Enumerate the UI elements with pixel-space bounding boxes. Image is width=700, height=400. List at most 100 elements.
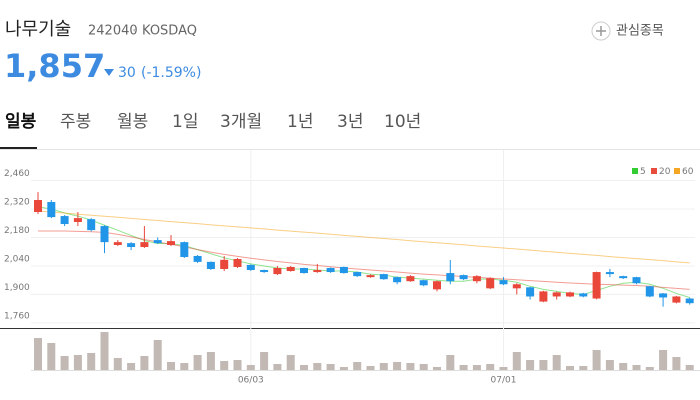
volume-bar xyxy=(526,360,535,370)
candle-body xyxy=(512,284,521,289)
stock-code: 242040 xyxy=(88,24,138,39)
volume-bar xyxy=(193,355,202,370)
candle-body xyxy=(526,287,535,297)
volume-bar xyxy=(34,338,42,370)
volume-bar xyxy=(300,365,308,370)
volume-bar xyxy=(153,340,162,370)
candle-body xyxy=(579,293,588,297)
y-tick-label: 2,180 xyxy=(4,226,30,236)
volume-bar xyxy=(486,364,495,370)
candle-body xyxy=(127,243,136,248)
tab[interactable]: 1년 xyxy=(287,112,313,132)
volume-bar xyxy=(659,350,668,370)
tabs: 일봉 주봉 월봉 1일 3개월 1년 3년 10년 xyxy=(5,112,421,132)
volume-bar xyxy=(393,362,402,370)
volume-bar xyxy=(592,350,601,370)
volume-bar xyxy=(206,352,215,370)
volume-bar xyxy=(100,332,109,370)
watch-button[interactable]: 관심종목 xyxy=(591,21,664,41)
candle-body xyxy=(605,272,614,275)
tab[interactable]: 주봉 xyxy=(60,112,91,132)
candle-body xyxy=(552,292,561,297)
tab[interactable]: 3개월 xyxy=(220,112,262,132)
volume-bar xyxy=(47,343,56,370)
watch-icon xyxy=(591,21,611,41)
candle-body xyxy=(34,200,42,213)
candle-body xyxy=(379,274,388,280)
tab[interactable]: 3년 xyxy=(337,112,363,132)
candle-body xyxy=(100,226,109,243)
candle-body xyxy=(47,202,56,218)
candle-body xyxy=(313,270,322,273)
volume-bar xyxy=(286,355,295,370)
volume-bar xyxy=(619,363,628,370)
volume-bar xyxy=(353,362,362,370)
volume-bar xyxy=(579,366,588,370)
volume-bar xyxy=(127,363,136,370)
volume-bar xyxy=(73,355,82,370)
tab[interactable]: 일봉 xyxy=(5,112,37,132)
volume-bar xyxy=(339,367,348,370)
candle-body xyxy=(273,267,282,275)
price: 1,857 xyxy=(4,47,105,85)
volume-bar xyxy=(605,360,614,370)
volume-bar xyxy=(379,363,388,370)
volume-bar xyxy=(433,367,441,370)
candle-body xyxy=(486,278,495,289)
volume-bar xyxy=(645,367,654,370)
volume-bar xyxy=(273,364,282,370)
volume-bar xyxy=(406,363,415,370)
candle-body xyxy=(140,242,149,248)
candle-body xyxy=(499,280,508,285)
candle-body xyxy=(393,277,402,283)
volume-bar xyxy=(632,365,641,370)
volume-bar xyxy=(180,363,189,370)
candle-body xyxy=(406,276,415,282)
volume-bar xyxy=(233,360,242,370)
candle-body xyxy=(60,216,69,225)
candle-body xyxy=(233,259,242,267)
down-arrow xyxy=(104,69,114,76)
candle-body xyxy=(246,264,255,271)
candle-body xyxy=(326,267,335,273)
ma-line xyxy=(37,210,690,264)
candle-body xyxy=(566,292,574,297)
candle-body xyxy=(672,296,681,303)
tab[interactable]: 월봉 xyxy=(117,112,148,132)
separator: • xyxy=(132,27,137,37)
candle-body xyxy=(153,240,162,244)
candle-body xyxy=(659,293,668,298)
legend-label: 60 xyxy=(682,167,694,177)
candle-body xyxy=(87,219,96,231)
tab[interactable]: 1일 xyxy=(172,112,198,132)
volume-bar xyxy=(552,355,561,370)
candle-body xyxy=(206,261,215,269)
candle-body xyxy=(193,255,202,262)
y-tick-label: 2,040 xyxy=(4,254,30,264)
volume-bar xyxy=(140,356,149,370)
volume-bar xyxy=(260,352,269,370)
candle-body xyxy=(366,275,375,278)
volume-bar xyxy=(87,353,96,370)
x-tick-label: 07/01 xyxy=(491,376,517,386)
legend-label: 5 xyxy=(640,167,646,177)
tab[interactable]: 10년 xyxy=(384,112,421,132)
candle-body xyxy=(180,242,189,257)
candle-body xyxy=(472,276,481,282)
ma-line xyxy=(38,230,690,290)
volume-bar xyxy=(499,367,508,370)
stock-name: 나무기술 xyxy=(5,19,71,40)
volume-bar xyxy=(60,356,69,370)
volume-bar xyxy=(220,361,229,370)
candle-body xyxy=(419,280,428,286)
candle-body xyxy=(619,276,628,279)
volume-bar xyxy=(685,365,694,370)
volume-bar xyxy=(167,362,175,370)
watch-plus xyxy=(596,26,606,36)
candle-body xyxy=(286,266,295,272)
tab-underline xyxy=(0,147,37,149)
market: KOSDAQ xyxy=(142,24,197,39)
volume-bar xyxy=(326,364,335,370)
